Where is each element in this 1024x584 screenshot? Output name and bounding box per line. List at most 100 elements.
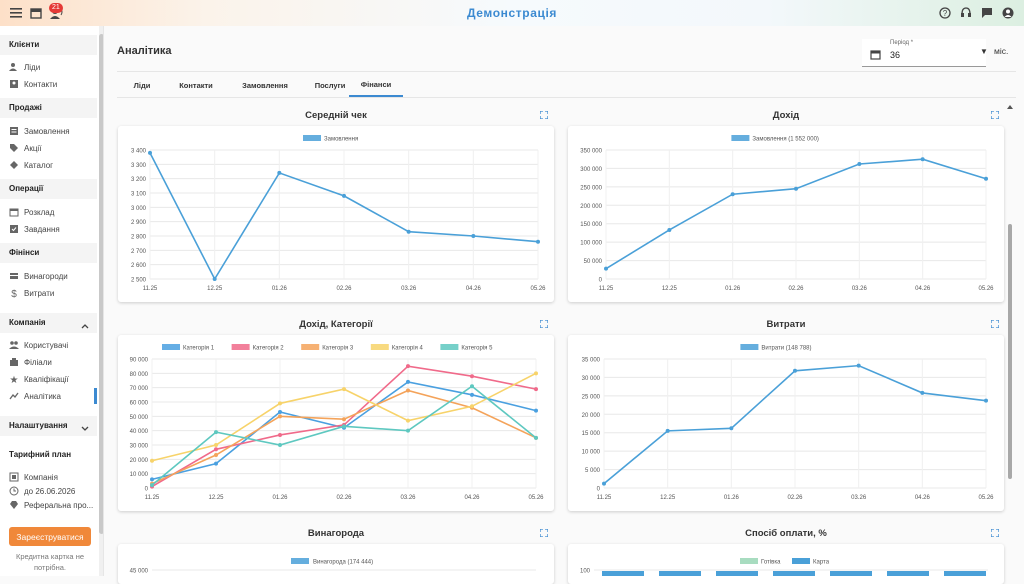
period-value: 36	[890, 50, 901, 60]
tab-finances[interactable]: Фінанси	[349, 73, 403, 97]
calendar-icon[interactable]	[28, 5, 44, 21]
data-point	[604, 266, 608, 271]
x-tick-label: 04.26	[915, 286, 931, 292]
register-button[interactable]: Зареєструватися	[9, 527, 91, 546]
expand-icon[interactable]	[540, 529, 548, 537]
y-tick-label: 100 000	[580, 241, 602, 247]
panel-title-rewards: Винагорода	[307, 528, 365, 539]
section-title: Компанія	[9, 318, 46, 327]
data-point	[665, 428, 670, 433]
main-scroll-thumb[interactable]	[1008, 224, 1012, 479]
sidebar-section-company[interactable]: Компанія	[0, 313, 97, 333]
account-icon[interactable]	[1000, 5, 1016, 21]
menu-icon[interactable]	[8, 5, 24, 21]
clock-icon	[9, 486, 19, 496]
expand-icon[interactable]	[540, 111, 548, 119]
expenses-chart: 0 5 000 10 000 15 000 20 000 25 000 30 000 35 0…	[582, 344, 994, 501]
legend-swatch	[370, 344, 389, 350]
scroll-up-icon[interactable]	[1007, 104, 1013, 110]
y-tick-label: 3 400	[131, 149, 147, 155]
y-tick-label: 40 000	[130, 429, 149, 435]
sidebar-item-referral[interactable]: Реферальна про...	[0, 497, 97, 513]
sidebar-item-contacts[interactable]: Контакти	[0, 76, 97, 92]
y-tick-label: 10 000	[130, 472, 149, 478]
bar	[716, 571, 758, 577]
expand-icon[interactable]	[991, 111, 999, 119]
top-bar: 21 Демонстрація ?	[0, 0, 1024, 26]
y-tick-label: 3 300	[131, 163, 147, 169]
legend-swatch	[303, 135, 321, 141]
tasks-icon	[9, 224, 19, 234]
legend-label: Витрати (148 788)	[761, 346, 811, 352]
sidebar-item-branches[interactable]: Філіали	[0, 354, 97, 370]
sidebar-item-catalog[interactable]: Каталог	[0, 157, 97, 173]
data-point	[406, 379, 410, 384]
sidebar-item-promotions[interactable]: Акції	[0, 140, 97, 156]
tab-orders[interactable]: Замовлення	[242, 80, 288, 90]
x-tick-label: 11.25	[143, 286, 158, 292]
sidebar-item-expenses[interactable]: $ Витрати	[0, 285, 97, 301]
y-tick-label: 3 200	[131, 177, 147, 183]
chat-icon[interactable]	[979, 5, 995, 21]
sidebar-scroll-thumb[interactable]	[99, 34, 103, 534]
x-tick-label: 05.26	[978, 286, 994, 292]
y-tick-label: 250 000	[580, 185, 602, 191]
dollar-icon: $	[9, 288, 19, 298]
bar	[659, 571, 701, 577]
expand-icon[interactable]	[991, 320, 999, 328]
sidebar-item-users[interactable]: Користувачі	[0, 337, 97, 353]
sidebar-section-finance: Фінінси	[0, 243, 97, 263]
data-point	[856, 363, 861, 368]
expand-icon[interactable]	[540, 320, 548, 328]
sidebar-item-label: Акції	[24, 143, 42, 153]
support-icon[interactable]	[958, 5, 974, 21]
sidebar-item-orders[interactable]: Замовлення	[0, 123, 97, 139]
notification-badge: 21	[49, 3, 63, 13]
legend-label: Категорія 2	[253, 346, 285, 352]
legend-label: Категорія 3	[322, 346, 354, 352]
legend-swatch	[740, 344, 759, 350]
analytics-icon	[9, 391, 19, 401]
sidebar-section-settings[interactable]: Налаштування	[0, 416, 97, 436]
x-tick-label: 12.25	[660, 495, 676, 501]
period-select[interactable]: Період * 36 ▼	[862, 39, 988, 67]
sidebar-section-clients: Клієнти	[0, 35, 97, 55]
sidebar-item-label: Кваліфікації	[24, 374, 69, 384]
sidebar-item-leads[interactable]: Ліди	[0, 59, 97, 75]
sidebar-item-schedule[interactable]: Розклад	[0, 204, 97, 220]
panel-title-expenses: Витрати	[766, 319, 806, 330]
panel-title-payment-method: Спосіб оплати, %	[745, 528, 827, 539]
tab-services[interactable]: Послуги	[314, 80, 346, 90]
sidebar-item-label: Аналітика	[24, 391, 61, 401]
legend-label: Категорія 1	[183, 346, 215, 352]
y-tick-label: 5 000	[585, 468, 601, 474]
divider	[117, 71, 1016, 72]
y-tick-label: 60 000	[130, 401, 149, 407]
x-tick-label: 12.25	[207, 286, 223, 292]
sidebar-item-tasks[interactable]: Завдання	[0, 221, 97, 237]
sidebar-item-analytics[interactable]: Аналітика	[0, 388, 97, 404]
data-point	[278, 414, 282, 419]
sidebar-item-label: до 26.06.2026	[24, 486, 76, 496]
sidebar-item-rewards[interactable]: Винагороди	[0, 268, 97, 284]
data-point	[984, 398, 988, 403]
tab-contacts[interactable]: Контакти	[179, 80, 213, 90]
y-tick-label: 25 000	[582, 394, 601, 400]
tab-leads[interactable]: Ліди	[133, 80, 151, 90]
y-tick-label: 150 000	[580, 222, 602, 228]
orders-icon	[9, 126, 19, 136]
expand-icon[interactable]	[991, 529, 999, 537]
brand-title: Демонстрація	[467, 6, 557, 20]
income-categories-chart: 0 10 000 20 000 30 000 40 000 50 000 60 000 70 …	[130, 344, 544, 501]
page-title: Аналітика	[117, 45, 172, 57]
sidebar-scrollbar[interactable]	[99, 26, 103, 576]
main-scrollbar[interactable]	[1007, 104, 1013, 576]
help-icon[interactable]: ?	[937, 5, 953, 21]
data-point	[470, 404, 474, 409]
data-point	[406, 229, 411, 234]
data-point	[793, 368, 797, 373]
y-tick-label: 0	[597, 487, 601, 493]
sidebar-item-qualifications[interactable]: ★ Кваліфікації	[0, 371, 97, 387]
sidebar-item-plan-company[interactable]: Компанія	[0, 469, 97, 485]
divider	[117, 97, 1016, 98]
